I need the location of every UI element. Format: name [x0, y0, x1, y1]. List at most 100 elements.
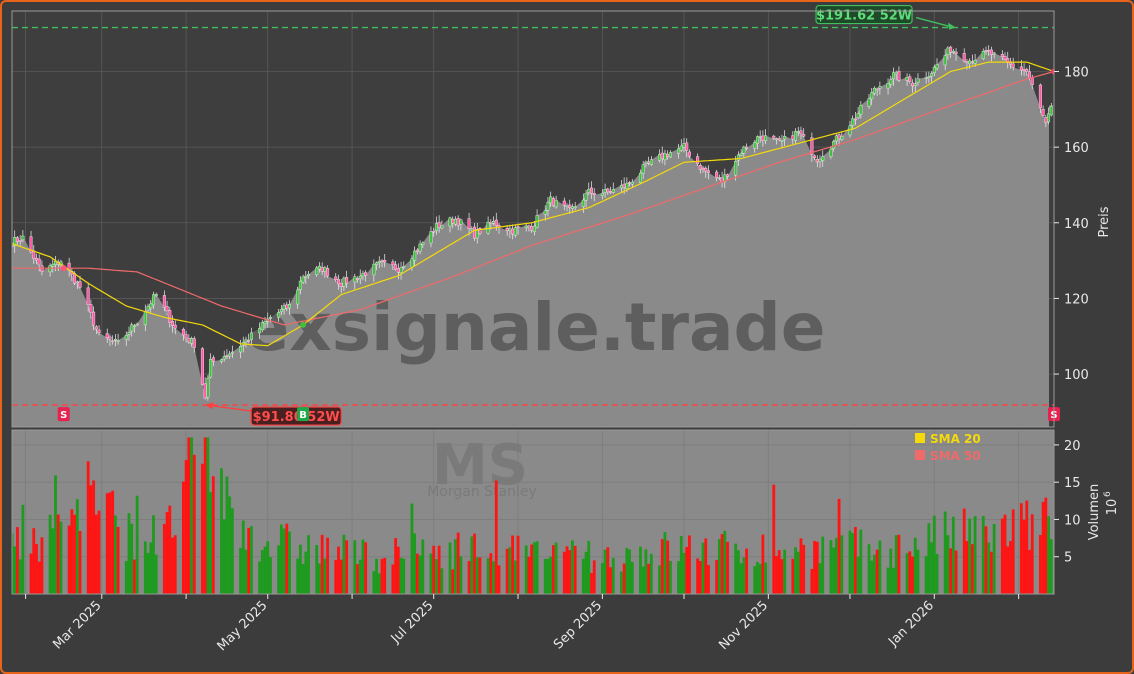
legend-sma50-label: SMA 50 [930, 449, 981, 463]
volume-bar [209, 491, 213, 594]
candle-body [15, 237, 19, 242]
volume-bar [715, 560, 719, 594]
volume-bar [48, 514, 52, 594]
volume-bar [190, 437, 193, 594]
volume-bar [54, 475, 57, 594]
candle-body [478, 228, 482, 234]
volume-tick-label: 10 [1064, 513, 1081, 528]
volume-multiplier: 10 6 [1103, 491, 1120, 515]
volume-bar [758, 563, 762, 594]
candle-body [375, 262, 379, 265]
volume-bar [250, 526, 253, 594]
candle-body [317, 265, 321, 270]
candle-body [780, 140, 784, 142]
candle-body [432, 231, 436, 233]
volume-bar [834, 537, 838, 594]
candle-body [573, 206, 577, 208]
volume-bar [192, 454, 196, 594]
candle-body [1049, 106, 1053, 116]
volume-bar [818, 563, 822, 594]
volume-bar [315, 545, 319, 594]
volume-bar [679, 535, 683, 594]
candle-body [162, 295, 166, 308]
candle-body [802, 134, 806, 137]
candle-body [927, 76, 931, 78]
volume-bar [323, 558, 327, 594]
low-52w-arrow [207, 404, 252, 412]
high-52w-label-box [815, 4, 913, 25]
candle-body [353, 276, 357, 283]
candle-body [326, 268, 330, 277]
volume-bar [573, 545, 577, 594]
volume-bar [829, 540, 833, 594]
candle-body [682, 143, 686, 148]
volume-bar [222, 519, 226, 594]
sma-cross-dot [1051, 68, 1054, 75]
volume-bar [56, 514, 60, 594]
volume-bar [429, 553, 433, 594]
candle-body [549, 196, 553, 204]
candle-body [413, 250, 417, 261]
price-tick-label: 180 [1064, 66, 1089, 81]
volume-bar [67, 525, 71, 594]
volume-bar [527, 556, 531, 594]
volume-multiplier-exponent: 6 [1103, 491, 1113, 497]
volume-bar [383, 557, 387, 594]
volume-bar [241, 520, 245, 594]
volume-bar [201, 463, 204, 594]
volume-bar [124, 561, 128, 594]
volume-bar [29, 553, 33, 594]
volume-bar [459, 556, 463, 594]
volume-bar [105, 493, 109, 594]
volume-bar [247, 527, 251, 594]
volume-bar [32, 528, 36, 594]
volume-bar [492, 561, 495, 594]
candle-body [86, 287, 90, 305]
candle-body [600, 193, 604, 196]
candle-body [511, 228, 515, 235]
volume-bars [12, 437, 1053, 594]
volume-bar [688, 535, 691, 594]
volume-bar [897, 534, 901, 594]
candle-body [946, 47, 950, 55]
volume-bar [704, 538, 708, 594]
volume-bar [851, 533, 855, 594]
candle-body [239, 346, 243, 353]
volume-bar [86, 461, 90, 594]
candle-body [440, 225, 444, 229]
candle-body [132, 325, 136, 327]
volume-bar [16, 527, 19, 594]
volume-bar [421, 539, 425, 594]
volume-bar [396, 546, 400, 594]
candle-body [1000, 54, 1004, 58]
volume-bar [639, 546, 642, 594]
candle-body [726, 174, 730, 177]
volume-bar [1022, 519, 1026, 594]
candle-body [889, 79, 893, 85]
volume-bar [562, 551, 566, 594]
volume-bar [1000, 518, 1004, 594]
candle-body [29, 236, 33, 253]
volume-bar [1049, 539, 1053, 594]
candle-body [625, 182, 629, 189]
candle-body [1030, 77, 1034, 85]
volume-bar [399, 557, 403, 594]
sma20-line [12, 61, 1052, 347]
volume-bar [954, 550, 958, 594]
candle-body [630, 181, 634, 185]
volume-bar [279, 524, 283, 594]
signal-badge-label: S [60, 410, 67, 421]
sma-cross-dot [60, 265, 67, 272]
candle-body [894, 72, 898, 75]
volume-bar [592, 560, 596, 594]
volume-bar [70, 509, 74, 594]
candle-body [336, 279, 340, 285]
candle-body [494, 219, 498, 227]
candle-body [219, 359, 223, 362]
candle-body [791, 135, 795, 140]
candle-body [829, 148, 833, 157]
candle-body [924, 77, 928, 79]
candle-body [981, 51, 985, 59]
volume-axis-label: Volumen [1087, 484, 1102, 541]
